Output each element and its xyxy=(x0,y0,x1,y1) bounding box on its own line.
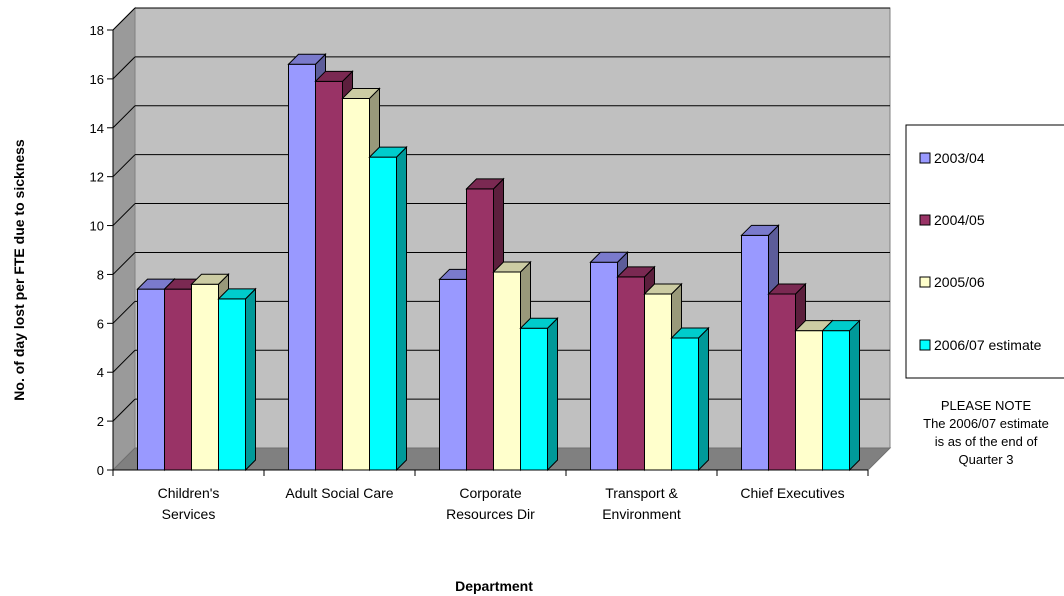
gridline-side xyxy=(112,203,136,226)
y-tick-label: 4 xyxy=(97,365,104,380)
bar-top xyxy=(287,53,327,65)
bar-top xyxy=(519,317,559,329)
bar xyxy=(519,317,559,472)
note-line: The 2006/07 estimate xyxy=(923,416,1049,431)
bar-front xyxy=(741,234,769,471)
bar-front xyxy=(191,283,219,471)
bar-front xyxy=(822,330,850,471)
bar-top xyxy=(465,178,505,190)
bar-top xyxy=(643,283,683,295)
category-label: Transport & Environment xyxy=(602,485,681,522)
gridline-side xyxy=(112,154,136,178)
bar-top xyxy=(341,87,381,99)
bar-side xyxy=(547,317,558,472)
y-axis-title: No. of day lost per FTE due to sickness xyxy=(11,139,27,401)
bar-top xyxy=(589,251,629,263)
legend-swatch xyxy=(919,276,931,288)
y-tick-label: 18 xyxy=(90,23,104,38)
side-wall xyxy=(112,6,136,472)
bar-top xyxy=(767,283,807,295)
bar-top xyxy=(190,273,230,285)
y-tick-label: 16 xyxy=(90,72,104,87)
bar-front xyxy=(466,188,494,471)
gridline-side xyxy=(112,105,136,129)
category-label: Children's Services xyxy=(158,485,220,522)
legend-swatch xyxy=(919,214,931,226)
gridline-side xyxy=(112,252,136,275)
legend-label: 2006/07 estimate xyxy=(934,337,1042,353)
gridline-side xyxy=(112,7,136,31)
note-line: is as of the end of xyxy=(935,434,1038,449)
bar-front xyxy=(288,63,316,471)
bar-side xyxy=(849,319,860,472)
legend-swatch xyxy=(919,339,931,351)
note-line: PLEASE NOTE xyxy=(941,398,1032,413)
category-label: Corporate Resources Dir xyxy=(446,485,535,522)
y-tick-label: 8 xyxy=(97,267,104,282)
legend-label: 2004/05 xyxy=(934,212,985,228)
bar-top xyxy=(314,70,354,82)
category-label: Chief Executives xyxy=(740,485,844,501)
y-tick-label: 14 xyxy=(90,121,104,136)
bar-front xyxy=(369,156,397,471)
bar-front xyxy=(520,327,548,471)
category-label: Adult Social Care xyxy=(285,485,393,501)
bar-front xyxy=(590,261,618,471)
y-tick-label: 12 xyxy=(90,170,104,185)
y-tick-label: 0 xyxy=(97,463,104,478)
gridline-side xyxy=(112,349,136,373)
legend-box xyxy=(905,124,1064,379)
labels: 0 2 4 6 8 10 12 14 16 18 Children's Services Adult S… xyxy=(90,23,845,522)
bar-side xyxy=(245,287,256,472)
y-tick-label: 6 xyxy=(97,316,104,331)
legend-label: 2005/06 xyxy=(934,274,985,290)
gridline-side xyxy=(112,56,136,80)
bar xyxy=(821,319,861,472)
legend-label: 2003/04 xyxy=(934,150,985,166)
bar-front xyxy=(768,293,796,471)
bar xyxy=(670,326,710,472)
bar xyxy=(368,145,408,472)
bar-front xyxy=(137,288,165,471)
x-axis-title: Department xyxy=(455,578,533,594)
y-tick-label: 2 xyxy=(97,414,104,429)
bar-front xyxy=(218,298,246,471)
bar-top xyxy=(821,320,861,332)
bar-front xyxy=(439,278,467,471)
bar-top xyxy=(368,146,408,158)
y-tick-label: 10 xyxy=(90,219,104,234)
bar-top xyxy=(670,327,710,339)
gridline-side xyxy=(112,300,136,324)
legend: 2003/04 2004/05 2005/06 2006/07 estimate xyxy=(905,124,1064,379)
bar-front xyxy=(671,337,699,471)
bars xyxy=(136,53,861,472)
bar-top xyxy=(740,224,780,236)
bar-front xyxy=(493,271,521,471)
note-line: Quarter 3 xyxy=(959,452,1014,467)
bar-front xyxy=(164,288,192,471)
bar-top xyxy=(616,266,656,278)
bar-front xyxy=(644,293,672,471)
bar-top xyxy=(492,261,532,273)
bar-front xyxy=(342,97,370,471)
bar-front xyxy=(315,80,343,471)
bar-front xyxy=(795,330,823,471)
bar xyxy=(217,287,257,472)
bar-side xyxy=(698,326,709,472)
note-annotation: PLEASE NOTE The 2006/07 estimate is as of … xyxy=(923,398,1049,467)
legend-swatch xyxy=(919,152,931,164)
bar-side xyxy=(396,145,407,472)
gridline-side xyxy=(112,398,136,422)
bar-front xyxy=(617,276,645,471)
bar-top xyxy=(217,288,257,300)
